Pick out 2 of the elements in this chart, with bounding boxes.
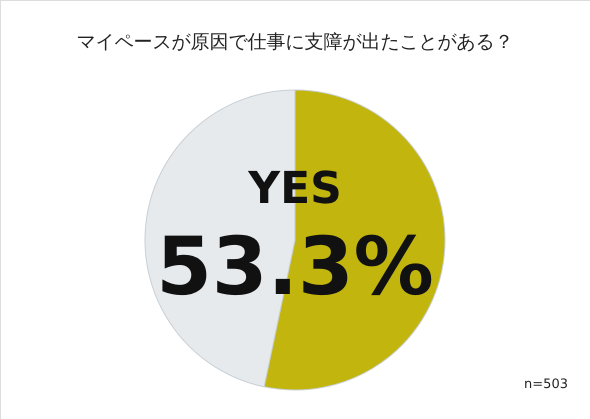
text: n=503 <box>524 377 568 392</box>
chart-title: マイペースが原因で仕事に支障が出たことがある？ <box>76 31 514 53</box>
